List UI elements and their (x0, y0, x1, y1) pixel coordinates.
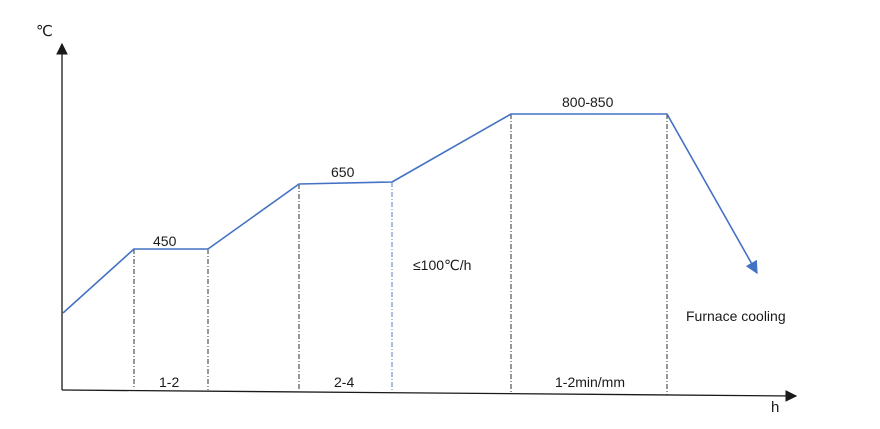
heating-rate-note: ≤100℃/h (413, 257, 471, 273)
x-axis (61, 389, 798, 402)
hold-label-800-850: 800-850 (562, 94, 614, 110)
duration-label-3: 1-2min/mm (555, 374, 625, 390)
duration-label-2: 2-4 (334, 374, 354, 390)
y-axis-unit: ℃ (36, 23, 53, 40)
hold-label-650: 650 (331, 164, 355, 180)
temperature-curve (62, 113, 758, 314)
hold-label-450: 450 (153, 233, 177, 249)
x-axis-unit: h (771, 399, 779, 416)
cooling-note: Furnace cooling (686, 308, 786, 324)
duration-label-1: 1-2 (159, 374, 179, 390)
